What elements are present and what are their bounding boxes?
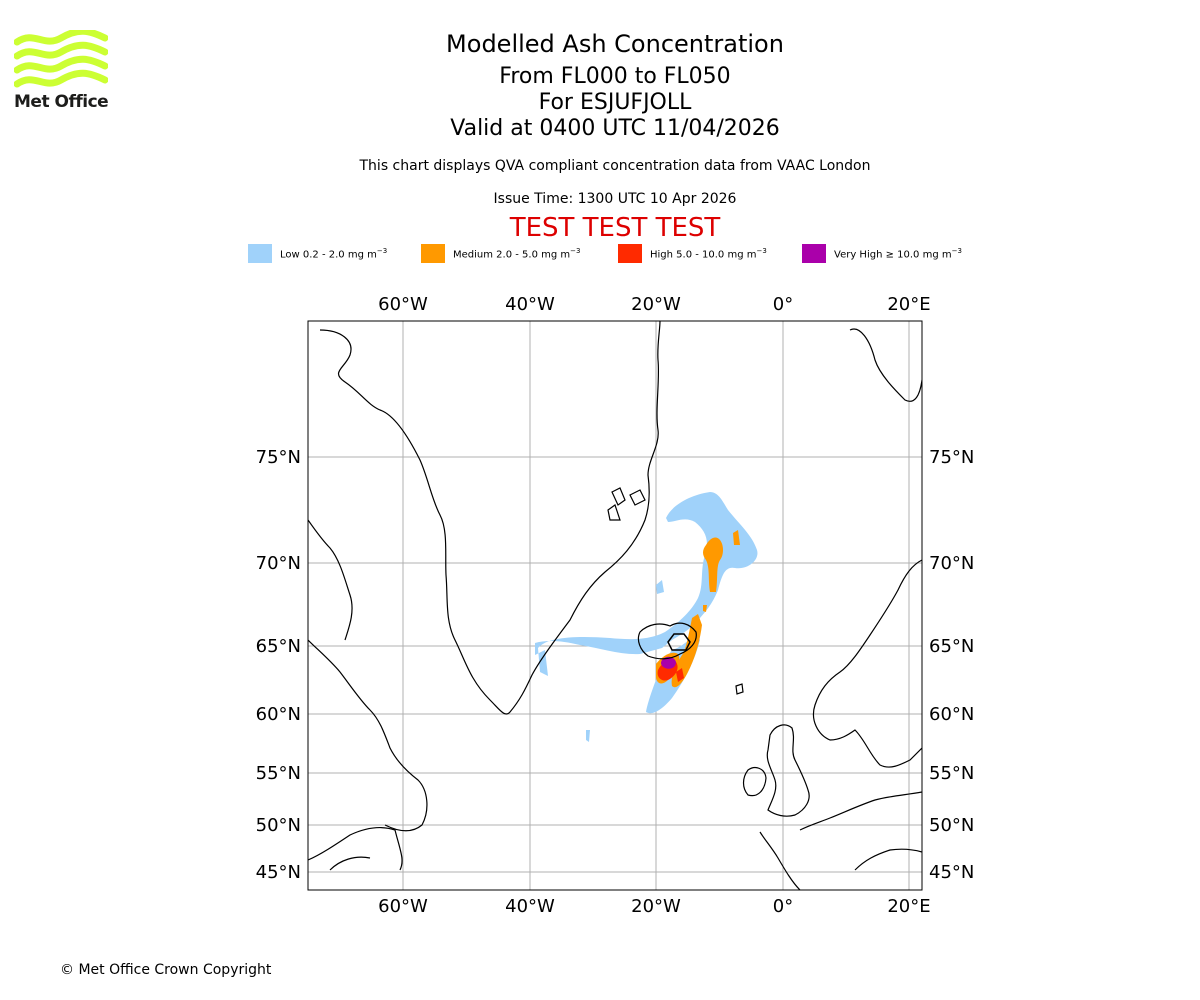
lat-tick-right: 65°N bbox=[929, 636, 974, 657]
flight-levels: From FL000 to FL050 bbox=[499, 64, 731, 89]
lon-tick-top: 0° bbox=[773, 294, 793, 315]
lat-tick-left: 55°N bbox=[256, 763, 301, 784]
lat-tick-right: 50°N bbox=[929, 815, 974, 836]
lon-tick-top: 20°E bbox=[887, 294, 930, 315]
issue-time: Issue Time: 1300 UTC 10 Apr 2026 bbox=[493, 191, 737, 207]
lat-tick-left: 50°N bbox=[256, 815, 301, 836]
lon-tick-top: 20°W bbox=[631, 294, 681, 315]
legend-label-very-high: Very High ≥ 10.0 mg m−3 bbox=[834, 247, 962, 261]
legend-label-medium: Medium 2.0 - 5.0 mg m−3 bbox=[453, 247, 581, 261]
lat-tick-left: 70°N bbox=[256, 553, 301, 574]
valid-time: Valid at 0400 UTC 11/04/2026 bbox=[450, 116, 780, 141]
legend-label-high: High 5.0 - 10.0 mg m−3 bbox=[650, 247, 767, 261]
lat-tick-right: 45°N bbox=[929, 862, 974, 883]
logo-text: Met Office bbox=[14, 92, 109, 112]
legend-swatch-medium bbox=[421, 244, 445, 263]
met-office-logo bbox=[14, 30, 108, 88]
test-banner: TEST TEST TEST bbox=[509, 213, 721, 243]
legend-swatch-low bbox=[248, 244, 272, 263]
chart-title: Modelled Ash Concentration bbox=[446, 30, 784, 58]
legend-swatch-very-high bbox=[802, 244, 826, 263]
lat-tick-right: 55°N bbox=[929, 763, 974, 784]
copyright: © Met Office Crown Copyright bbox=[60, 962, 272, 978]
lat-tick-right: 75°N bbox=[929, 447, 974, 468]
lon-tick-top: 60°W bbox=[378, 294, 428, 315]
volcano-name: For ESJUFJOLL bbox=[538, 90, 692, 115]
legend-label-low: Low 0.2 - 2.0 mg m−3 bbox=[280, 247, 388, 261]
lon-tick-bottom: 20°W bbox=[631, 896, 681, 917]
lon-tick-bottom: 0° bbox=[773, 896, 793, 917]
graticule bbox=[308, 321, 922, 890]
legend-swatch-high bbox=[618, 244, 642, 263]
lat-tick-left: 75°N bbox=[256, 447, 301, 468]
coastlines bbox=[308, 321, 922, 890]
lat-tick-left: 45°N bbox=[256, 862, 301, 883]
map-frame bbox=[307, 320, 923, 891]
lon-tick-bottom: 60°W bbox=[378, 896, 428, 917]
volcano-marker bbox=[667, 633, 691, 651]
ash-low-area bbox=[535, 492, 758, 742]
lon-tick-top: 40°W bbox=[505, 294, 555, 315]
chart-description: This chart displays QVA compliant concen… bbox=[359, 158, 871, 174]
lat-tick-left: 65°N bbox=[256, 636, 301, 657]
lat-tick-right: 70°N bbox=[929, 553, 974, 574]
lat-tick-left: 60°N bbox=[256, 704, 301, 725]
lon-tick-bottom: 40°W bbox=[505, 896, 555, 917]
ash-very-high-area bbox=[661, 656, 676, 669]
lon-tick-bottom: 20°E bbox=[887, 896, 930, 917]
lat-tick-right: 60°N bbox=[929, 704, 974, 725]
